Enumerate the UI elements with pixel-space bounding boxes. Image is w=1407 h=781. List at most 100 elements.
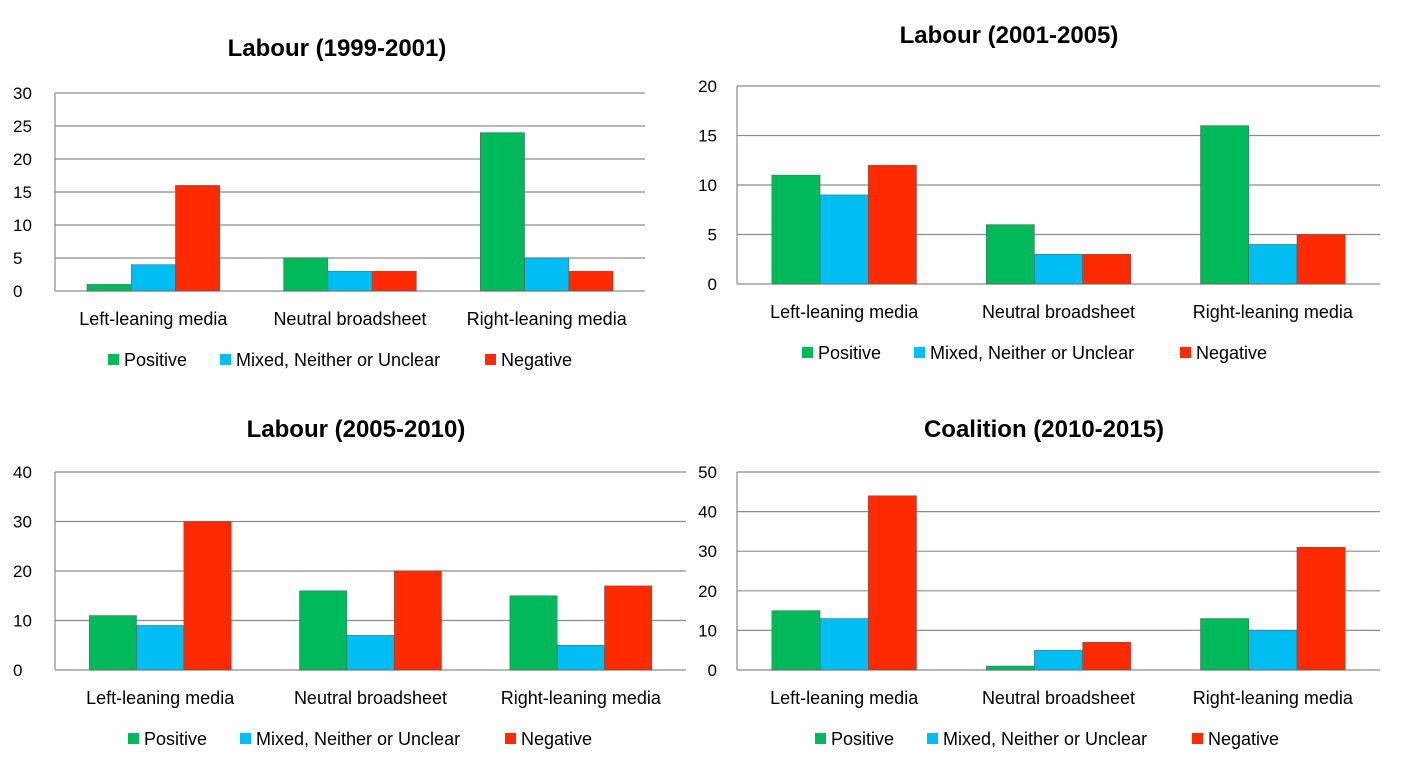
bar-negative-3 [604,585,653,671]
bar-positive-2 [985,224,1035,285]
y-tick-label: 50 [698,463,717,482]
y-tick-label: 0 [708,661,717,680]
legend-label: Positive [831,729,894,749]
y-tick-label: 10 [13,216,32,235]
bar-negative-2 [393,570,442,671]
legend-swatch [485,354,496,365]
bar-mixed-1 [819,194,869,285]
bar-positive-3 [1200,618,1249,671]
y-tick-label: 0 [13,282,22,301]
bar-negative-1 [868,164,917,285]
y-tick-label: 20 [13,562,32,581]
x-category-label: Left-leaning media [770,688,919,708]
bar-negative-3 [1296,234,1346,285]
x-category-label: Neutral broadsheet [273,309,426,329]
legend-label: Mixed, Neither or Unclear [236,350,440,370]
legend-swatch [802,347,813,358]
x-category-label: Right-leaning media [1193,688,1354,708]
y-tick-label: 20 [698,77,717,96]
y-tick-label: 40 [698,503,717,522]
bar-mixed-3 [524,257,570,292]
bar-mixed-3 [1248,630,1298,671]
bar-positive-2 [283,257,329,292]
legend-swatch [128,733,139,744]
legend-swatch [108,354,119,365]
chart-title: Labour (2001-2005) [900,22,1119,49]
bar-negative-1 [868,495,917,671]
legend-label: Mixed, Neither or Unclear [930,343,1134,363]
legend-swatch [927,733,938,744]
chart-panel-4: Coalition (2010-2015) 0 10 20 30 40 50 Left-lea… [698,416,1380,749]
y-tick-label: 30 [13,513,32,532]
legend-swatch [815,733,826,744]
bar-negative-2 [1082,642,1132,671]
legend-label: Negative [1196,343,1267,363]
bar-positive-1 [771,610,821,671]
bar-positive-3 [480,132,525,292]
y-tick-label: 10 [698,621,717,640]
legend-label: Positive [818,343,881,363]
y-tick-label: 15 [13,183,32,202]
legend-swatch [505,733,516,744]
legend-swatch [1180,347,1191,358]
bar-negative-2 [371,270,417,292]
bar-mixed-3 [556,645,605,671]
x-category-label: Neutral broadsheet [294,688,447,708]
bar-mixed-2 [346,635,395,671]
x-category-label: Left-leaning media [79,309,228,329]
y-tick-label: 20 [698,582,717,601]
legend-label: Mixed, Neither or Unclear [943,729,1147,749]
bar-negative-3 [568,270,614,292]
bar-mixed-1 [130,264,176,292]
x-category-label: Neutral broadsheet [982,688,1135,708]
bar-positive-3 [509,595,558,671]
bar-positive-2 [299,590,348,671]
legend-label: Negative [501,350,572,370]
chart-panel-1: Labour (1999-2001) 0 5 10 15 20 25 30 Left-leani… [13,35,645,370]
chart-title: Labour (2005-2010) [247,416,466,443]
legend-label: Mixed, Neither or Unclear [256,729,460,749]
bar-positive-1 [88,615,137,671]
legend-label: Positive [144,729,207,749]
y-tick-label: 5 [708,226,717,245]
legend-swatch [914,347,925,358]
y-tick-label: 0 [708,275,717,294]
y-tick-label: 10 [698,176,717,195]
legend-swatch [220,354,231,365]
bar-negative-2 [1082,254,1132,285]
legend-label: Positive [124,350,187,370]
y-tick-label: 30 [13,84,32,103]
bar-mixed-1 [819,618,869,671]
y-tick-label: 25 [13,117,32,136]
bar-mixed-3 [1248,244,1298,285]
legend-swatch [1192,733,1203,744]
x-category-label: Left-leaning media [86,688,235,708]
x-category-label: Right-leaning media [501,688,662,708]
bar-negative-1 [183,521,232,671]
y-tick-label: 0 [13,661,22,680]
bar-mixed-2 [1034,254,1083,285]
y-tick-label: 40 [13,463,32,482]
x-category-label: Left-leaning media [770,302,919,322]
y-tick-label: 10 [13,612,32,631]
bar-negative-3 [1296,546,1346,671]
y-tick-label: 20 [13,150,32,169]
bar-mixed-2 [1034,649,1083,671]
chart-title: Coalition (2010-2015) [924,416,1164,443]
y-tick-label: 15 [698,127,717,146]
chart-panel-2: Labour (2001-2005) 0 5 10 15 20 Left-leaning m… [698,22,1380,363]
bar-positive-1 [771,174,821,285]
bar-mixed-2 [327,270,373,292]
chart-title: Labour (1999-2001) [228,35,447,62]
chart-panel-3: Labour (2005-2010) 0 10 20 30 40 Left-leaning … [13,416,686,749]
bar-negative-1 [175,185,220,292]
x-category-label: Right-leaning media [467,309,628,329]
bar-positive-3 [1200,125,1249,285]
legend-label: Negative [1208,729,1279,749]
bar-mixed-1 [136,625,185,671]
x-category-label: Right-leaning media [1193,302,1354,322]
legend-label: Negative [521,729,592,749]
bar-positive-1 [86,284,132,292]
y-tick-label: 30 [698,542,717,561]
